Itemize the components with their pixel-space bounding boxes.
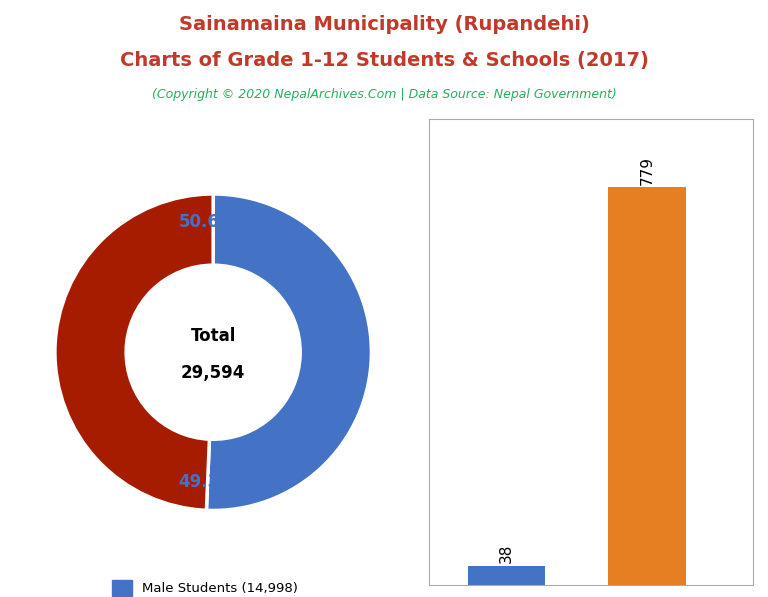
Legend: Male Students (14,998), Female Students (14,596): Male Students (14,998), Female Students …	[107, 574, 319, 597]
Bar	[608, 187, 686, 585]
Text: 779: 779	[640, 155, 654, 184]
Wedge shape	[207, 194, 372, 510]
Text: 49.32%: 49.32%	[178, 473, 248, 491]
Text: 38: 38	[499, 544, 514, 563]
Text: 29,594: 29,594	[181, 364, 245, 382]
Text: Sainamaina Municipality (Rupandehi): Sainamaina Municipality (Rupandehi)	[179, 15, 589, 34]
Text: Total: Total	[190, 327, 236, 346]
Text: 50.68%: 50.68%	[179, 214, 247, 232]
Wedge shape	[55, 194, 214, 510]
Text: (Copyright © 2020 NepalArchives.Com | Data Source: Nepal Government): (Copyright © 2020 NepalArchives.Com | Da…	[151, 88, 617, 101]
Text: Charts of Grade 1-12 Students & Schools (2017): Charts of Grade 1-12 Students & Schools …	[120, 51, 648, 70]
Bar	[468, 565, 545, 585]
